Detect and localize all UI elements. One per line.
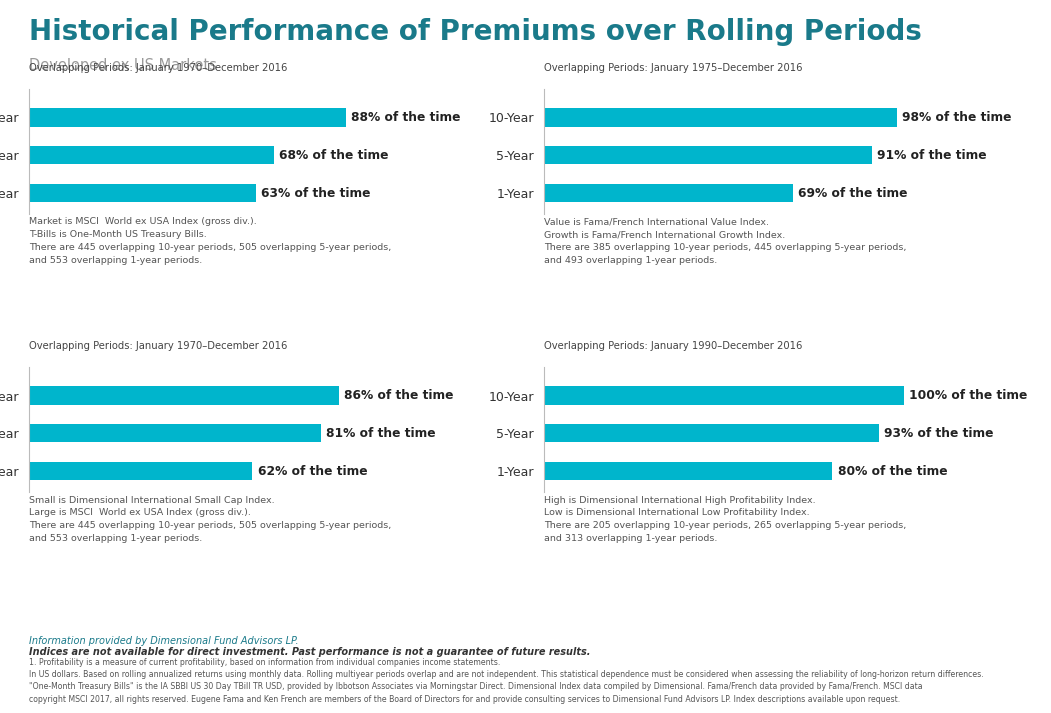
Text: SMALL beat LARGE: SMALL beat LARGE bbox=[38, 347, 181, 359]
Text: 91% of the time: 91% of the time bbox=[878, 149, 987, 162]
Bar bbox=[544, 386, 904, 405]
Text: MARKET  beat T-BILLS: MARKET beat T-BILLS bbox=[38, 68, 203, 81]
Text: High is Dimensional International High Profitability Index.
Low is Dimensional I: High is Dimensional International High P… bbox=[544, 496, 907, 543]
Text: 81% of the time: 81% of the time bbox=[326, 427, 436, 440]
Bar bbox=[544, 146, 871, 165]
Text: Overlapping Periods: January 1975–December 2016: Overlapping Periods: January 1975–Decemb… bbox=[544, 63, 803, 73]
Text: VALUE beat GROWTH: VALUE beat GROWTH bbox=[553, 68, 710, 81]
Text: Information provided by Dimensional Fund Advisors LP.: Information provided by Dimensional Fund… bbox=[29, 636, 300, 646]
Bar bbox=[29, 146, 274, 165]
Text: 69% of the time: 69% of the time bbox=[798, 187, 907, 200]
Bar bbox=[544, 184, 792, 202]
Bar bbox=[544, 462, 832, 481]
Bar bbox=[544, 108, 897, 127]
Bar bbox=[29, 424, 321, 443]
Text: Overlapping Periods: January 1970–December 2016: Overlapping Periods: January 1970–Decemb… bbox=[29, 63, 288, 73]
Bar bbox=[544, 424, 879, 443]
Bar bbox=[29, 108, 346, 127]
Text: 86% of the time: 86% of the time bbox=[344, 389, 454, 402]
Text: Historical Performance of Premiums over Rolling Periods: Historical Performance of Premiums over … bbox=[29, 18, 923, 46]
Text: Developed ex US Markets: Developed ex US Markets bbox=[29, 58, 218, 73]
Text: 100% of the time: 100% of the time bbox=[909, 389, 1028, 402]
Text: Small is Dimensional International Small Cap Index.
Large is MSCI  World ex USA : Small is Dimensional International Small… bbox=[29, 496, 392, 543]
Bar bbox=[29, 462, 252, 481]
Text: 93% of the time: 93% of the time bbox=[884, 427, 994, 440]
Text: Overlapping Periods: January 1970–December 2016: Overlapping Periods: January 1970–Decemb… bbox=[29, 341, 288, 351]
Text: Market is MSCI  World ex USA Index (gross div.).
T-Bills is One-Month US Treasur: Market is MSCI World ex USA Index (gross… bbox=[29, 217, 392, 265]
Text: 1. Profitability is a measure of current profitability, based on information fro: 1. Profitability is a measure of current… bbox=[29, 658, 984, 704]
Text: 62% of the time: 62% of the time bbox=[257, 465, 368, 478]
Text: HIGH PROFITABILITY¹ beat LOW PROFITABILITY: HIGH PROFITABILITY¹ beat LOW PROFITABILI… bbox=[553, 347, 905, 359]
Text: 88% of the time: 88% of the time bbox=[351, 111, 460, 124]
Text: Overlapping Periods: January 1990–December 2016: Overlapping Periods: January 1990–Decemb… bbox=[544, 341, 803, 351]
Text: 80% of the time: 80% of the time bbox=[838, 465, 947, 478]
Bar bbox=[29, 386, 338, 405]
Text: Indices are not available for direct investment. Past performance is not a guara: Indices are not available for direct inv… bbox=[29, 647, 591, 657]
Text: 63% of the time: 63% of the time bbox=[262, 187, 371, 200]
Text: 98% of the time: 98% of the time bbox=[903, 111, 1012, 124]
Text: Value is Fama/French International Value Index.
Growth is Fama/French Internatio: Value is Fama/French International Value… bbox=[544, 217, 907, 265]
Bar bbox=[29, 184, 256, 202]
Text: 68% of the time: 68% of the time bbox=[280, 149, 389, 162]
